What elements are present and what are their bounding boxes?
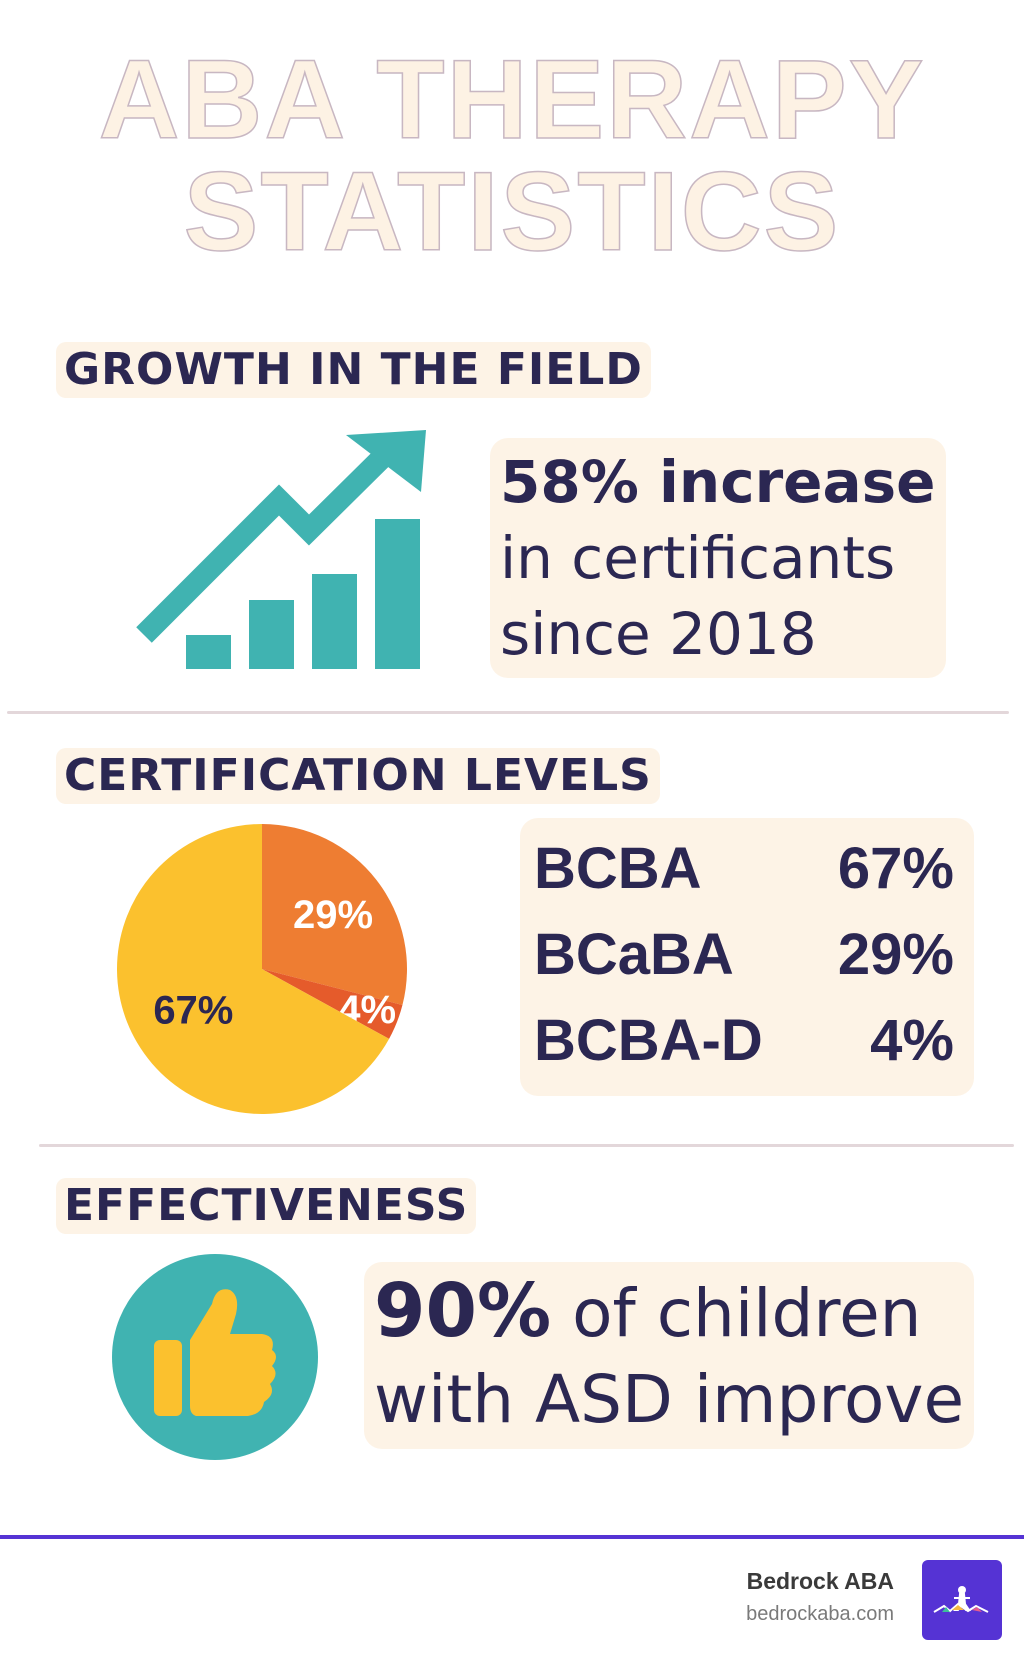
growth-chart-arrow-icon [136, 430, 426, 669]
legend-name: BCaBA [534, 922, 734, 987]
effectiveness-heading: EFFECTIVENESS [56, 1178, 477, 1235]
legend-value: 67% [837, 836, 954, 901]
growth-stat: 58% increase in certificants since 2018 [490, 438, 946, 678]
title-line-2: STATISTICS [183, 149, 841, 274]
legend-row-bcba: BCBA 67% [534, 826, 954, 912]
title-line-1: ABA THERAPY [98, 37, 926, 162]
bedrock-mountain-logo-icon [922, 1560, 1002, 1640]
effectiveness-text: of children [551, 1275, 922, 1352]
legend-row-bcba-d: BCBA-D 4% [534, 998, 954, 1084]
pie-slice-bcaba [262, 824, 407, 1006]
footer-divider [0, 1535, 1024, 1539]
growth-stat-line-3: since 2018 [500, 600, 817, 668]
divider [7, 711, 1009, 714]
brand-url[interactable]: bedrockaba.com [746, 1603, 894, 1625]
footer-brand: Bedrock ABA bedrockaba.com [746, 1568, 894, 1626]
growth-heading: GROWTH IN THE FIELD [56, 342, 651, 399]
pie-slice-bcba-d [262, 969, 403, 1039]
legend-value: 4% [870, 1008, 954, 1073]
legend-name: BCBA-D [534, 1008, 763, 1073]
pie-label-bcba: 67% [153, 989, 233, 1033]
effectiveness-highlight: 90% [374, 1268, 552, 1354]
effectiveness-stat-line-1: 90% of children [374, 1268, 964, 1357]
growth-stat-line-2: in certificants [500, 524, 896, 592]
divider [39, 1144, 1014, 1147]
certification-pie-chart: 29%4%67% [117, 824, 407, 1114]
legend-name: BCBA [534, 836, 702, 901]
legend-value: 29% [837, 922, 954, 987]
thumbs-up-icon [112, 1254, 318, 1460]
certification-heading: CERTIFICATION LEVELS [56, 748, 660, 805]
legend-row-bcaba: BCaBA 29% [534, 912, 954, 998]
growth-stat-line-1: 58% increase [500, 448, 936, 516]
certification-legend: BCBA 67% BCaBA 29% BCBA-D 4% [520, 818, 974, 1096]
pie-slice-bcba [117, 824, 390, 1114]
effectiveness-stat-line-2: with ASD improve [374, 1361, 965, 1438]
effectiveness-stat: 90% of children with ASD improve [364, 1262, 975, 1449]
pie-label-bcaba: 29% [293, 893, 373, 937]
brand-name: Bedrock ABA [746, 1568, 894, 1594]
